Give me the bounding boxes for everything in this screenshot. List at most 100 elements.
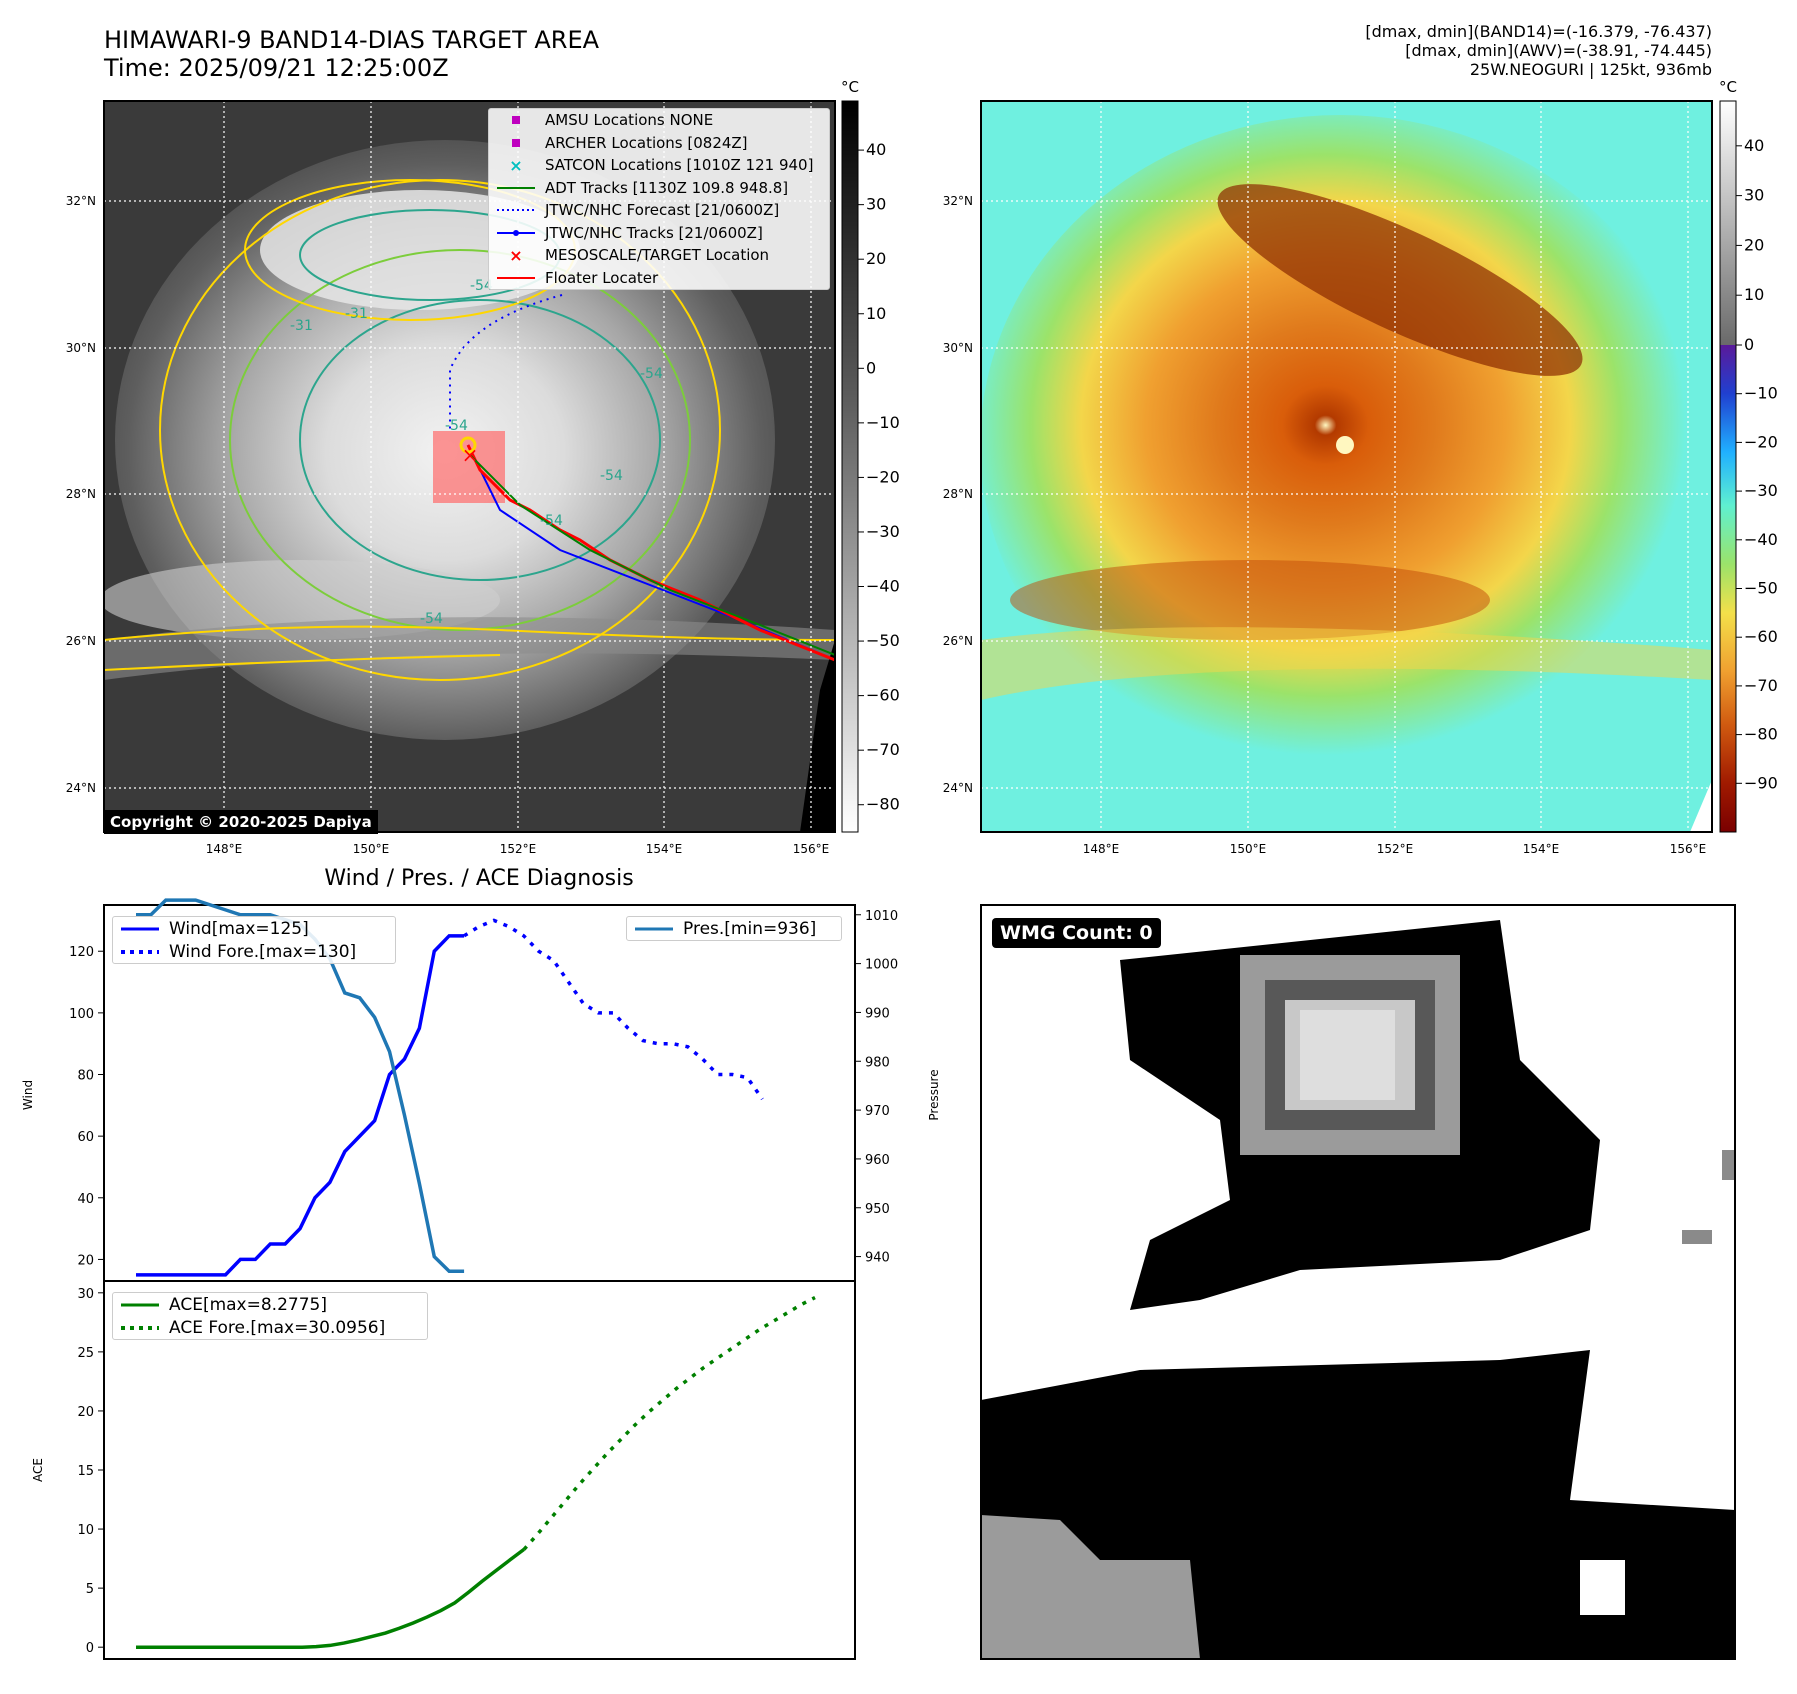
pressure-ytick-label: 960: [865, 1153, 890, 1168]
lat-tick-label: 26°N: [66, 634, 96, 648]
series-line: [522, 1295, 816, 1551]
lon-tick-label: 156°E: [1670, 842, 1707, 856]
color-colorbar-tick-label: −10: [1744, 384, 1778, 403]
lat-tick-label: 30°N: [943, 341, 973, 355]
legend-ace-fore-label: ACE Fore.[max=30.0956]: [169, 1317, 386, 1338]
ace-ytick-label: 20: [77, 1405, 94, 1420]
map-legend-swatch: [497, 223, 535, 243]
ace-ytick-label: 10: [77, 1523, 94, 1538]
ace-ytick-label: 0: [86, 1641, 94, 1656]
ace-ytick-label: 25: [77, 1346, 94, 1361]
map-legend-label: SATCON Locations [1010Z 121 940]: [545, 156, 814, 175]
map-legend-label: ARCHER Locations [0824Z]: [545, 133, 748, 152]
pressure-legend: Pres.[min=936]: [626, 916, 842, 941]
lon-tick-label: 150°E: [353, 842, 390, 856]
wind-ytick-label: 20: [77, 1253, 94, 1268]
gray-colorbar-tick-label: 20: [866, 249, 886, 268]
map-legend-swatch: ×: [497, 155, 535, 175]
svg-text:×: ×: [462, 443, 479, 467]
contour-label: -54: [640, 366, 663, 382]
gray-colorbar-unit: °C: [841, 78, 859, 96]
storm-info: [dmax, dmin](BAND14)=(-16.379, -76.437) …: [1365, 22, 1712, 79]
color-colorbar-tick-label: −30: [1744, 481, 1778, 500]
gray-colorbar-tick-label: −10: [866, 413, 900, 432]
svg-text:×: ×: [509, 246, 522, 265]
copyright-label: Copyright © 2020-2025 Dapiya: [104, 810, 378, 834]
map-legend-item: JTWC/NHC Tracks [21/0600Z]: [489, 222, 829, 245]
lat-tick-label: 24°N: [66, 781, 96, 795]
series-line: [136, 1548, 526, 1649]
info-line-1: [dmax, dmin](BAND14)=(-16.379, -76.437): [1365, 22, 1712, 41]
pressure-ytick-label: 970: [865, 1104, 890, 1119]
map-legend-item: ARCHER Locations [0824Z]: [489, 132, 829, 155]
map-legend-item: Floater Locater: [489, 267, 829, 290]
color-colorbar-tick-label: 0: [1744, 335, 1754, 354]
map-legend-item: × SATCON Locations [1010Z 121 940]: [489, 154, 829, 177]
color-colorbar-tick-label: 20: [1744, 235, 1764, 254]
legend-ace: ACE[max=8.2775]: [113, 1293, 427, 1316]
wind-legend: Wind[max=125] Wind Fore.[max=130]: [112, 916, 396, 964]
contour-label: -31: [290, 318, 313, 334]
pressure-ytick-label: 990: [865, 1006, 890, 1021]
legend-pressure: Pres.[min=936]: [627, 917, 841, 940]
contour-label: -54: [420, 611, 443, 627]
gray-colorbar-tick-label: −40: [866, 577, 900, 596]
legend-ace-label: ACE[max=8.2775]: [169, 1294, 327, 1315]
wind-ytick-label: 40: [77, 1192, 94, 1207]
legend-wind-fore-swatch: [121, 942, 159, 962]
figure-title: HIMAWARI-9 BAND14-DIAS TARGET AREA Time:…: [104, 26, 599, 82]
gray-colorbar-tick-label: 10: [866, 304, 886, 323]
map-legend-item: AMSU Locations NONE: [489, 109, 829, 132]
contour-label: -54: [445, 418, 468, 434]
contour-label: -54: [470, 278, 493, 294]
lon-tick-label: 152°E: [500, 842, 537, 856]
color-colorbar-tick-label: −40: [1744, 530, 1778, 549]
map-legend-swatch: ×: [497, 245, 535, 265]
wind-ytick-label: 80: [77, 1069, 94, 1084]
gray-colorbar-tick-label: −70: [866, 740, 900, 759]
lon-tick-label: 156°E: [793, 842, 830, 856]
map-legend-swatch: [497, 200, 535, 220]
series-line: [136, 934, 465, 1277]
legend-pressure-swatch: [635, 919, 673, 939]
lon-tick-label: 148°E: [206, 842, 243, 856]
legend-wind-swatch: [121, 919, 159, 939]
legend-wind-label: Wind[max=125]: [169, 918, 309, 939]
lat-tick-label: 30°N: [66, 341, 96, 355]
gray-colorbar-tick-label: −30: [866, 522, 900, 541]
lat-tick-label: 32°N: [66, 194, 96, 208]
gray-colorbar-tick-label: 0: [866, 358, 876, 377]
map-legend-label: JTWC/NHC Tracks [21/0600Z]: [545, 223, 763, 242]
map-legend-swatch: [497, 110, 535, 130]
legend-ace-fore-swatch: [121, 1318, 159, 1338]
map-legend-swatch: [497, 178, 535, 198]
pressure-ytick-label: 950: [865, 1202, 890, 1217]
color-colorbar-tick-label: −80: [1744, 725, 1778, 744]
pressure-ytick-label: 980: [865, 1055, 890, 1070]
map-legend-label: Floater Locater: [545, 268, 659, 287]
map-legend-label: ADT Tracks [1130Z 109.8 948.8]: [545, 178, 789, 197]
ace-ytick-label: 30: [77, 1287, 94, 1302]
map-legend-item: × MESOSCALE/TARGET Location: [489, 244, 829, 267]
contour-label: -54: [540, 513, 563, 529]
figure-title-text: HIMAWARI-9 BAND14-DIAS TARGET AREA: [104, 26, 600, 54]
legend-ace-swatch: [121, 1295, 159, 1315]
awv-map-panel: 148°E 150°E 152°E 154°E 156°E 32°N 30°N 28°N 26°…: [943, 100, 1713, 856]
gray-colorbar-tick-label: −60: [866, 686, 900, 705]
ace-axis-label: ACE: [31, 1458, 45, 1482]
contour-label: -31: [345, 306, 368, 322]
legend-ace-fore: ACE Fore.[max=30.0956]: [113, 1316, 427, 1339]
wind-ytick-label: 100: [69, 1007, 94, 1022]
gray-colorbar: °C 40 30 20 10 0 −10 −20 −30 −40 −50 −60 −70 −80: [841, 78, 900, 833]
color-colorbar-tick-label: 40: [1744, 136, 1764, 155]
lon-tick-label: 148°E: [1083, 842, 1120, 856]
map-legend-swatch: [497, 133, 535, 153]
wind-ytick-label: 60: [77, 1130, 94, 1145]
lat-tick-label: 26°N: [943, 634, 973, 648]
legend-wind-fore-label: Wind Fore.[max=130]: [169, 941, 357, 962]
wmg-count-label: WMG Count: 0: [992, 918, 1161, 948]
lon-tick-label: 154°E: [1523, 842, 1560, 856]
gray-colorbar-tick-label: −20: [866, 467, 900, 486]
figure-time: Time: 2025/09/21 12:25:00Z: [104, 54, 449, 82]
